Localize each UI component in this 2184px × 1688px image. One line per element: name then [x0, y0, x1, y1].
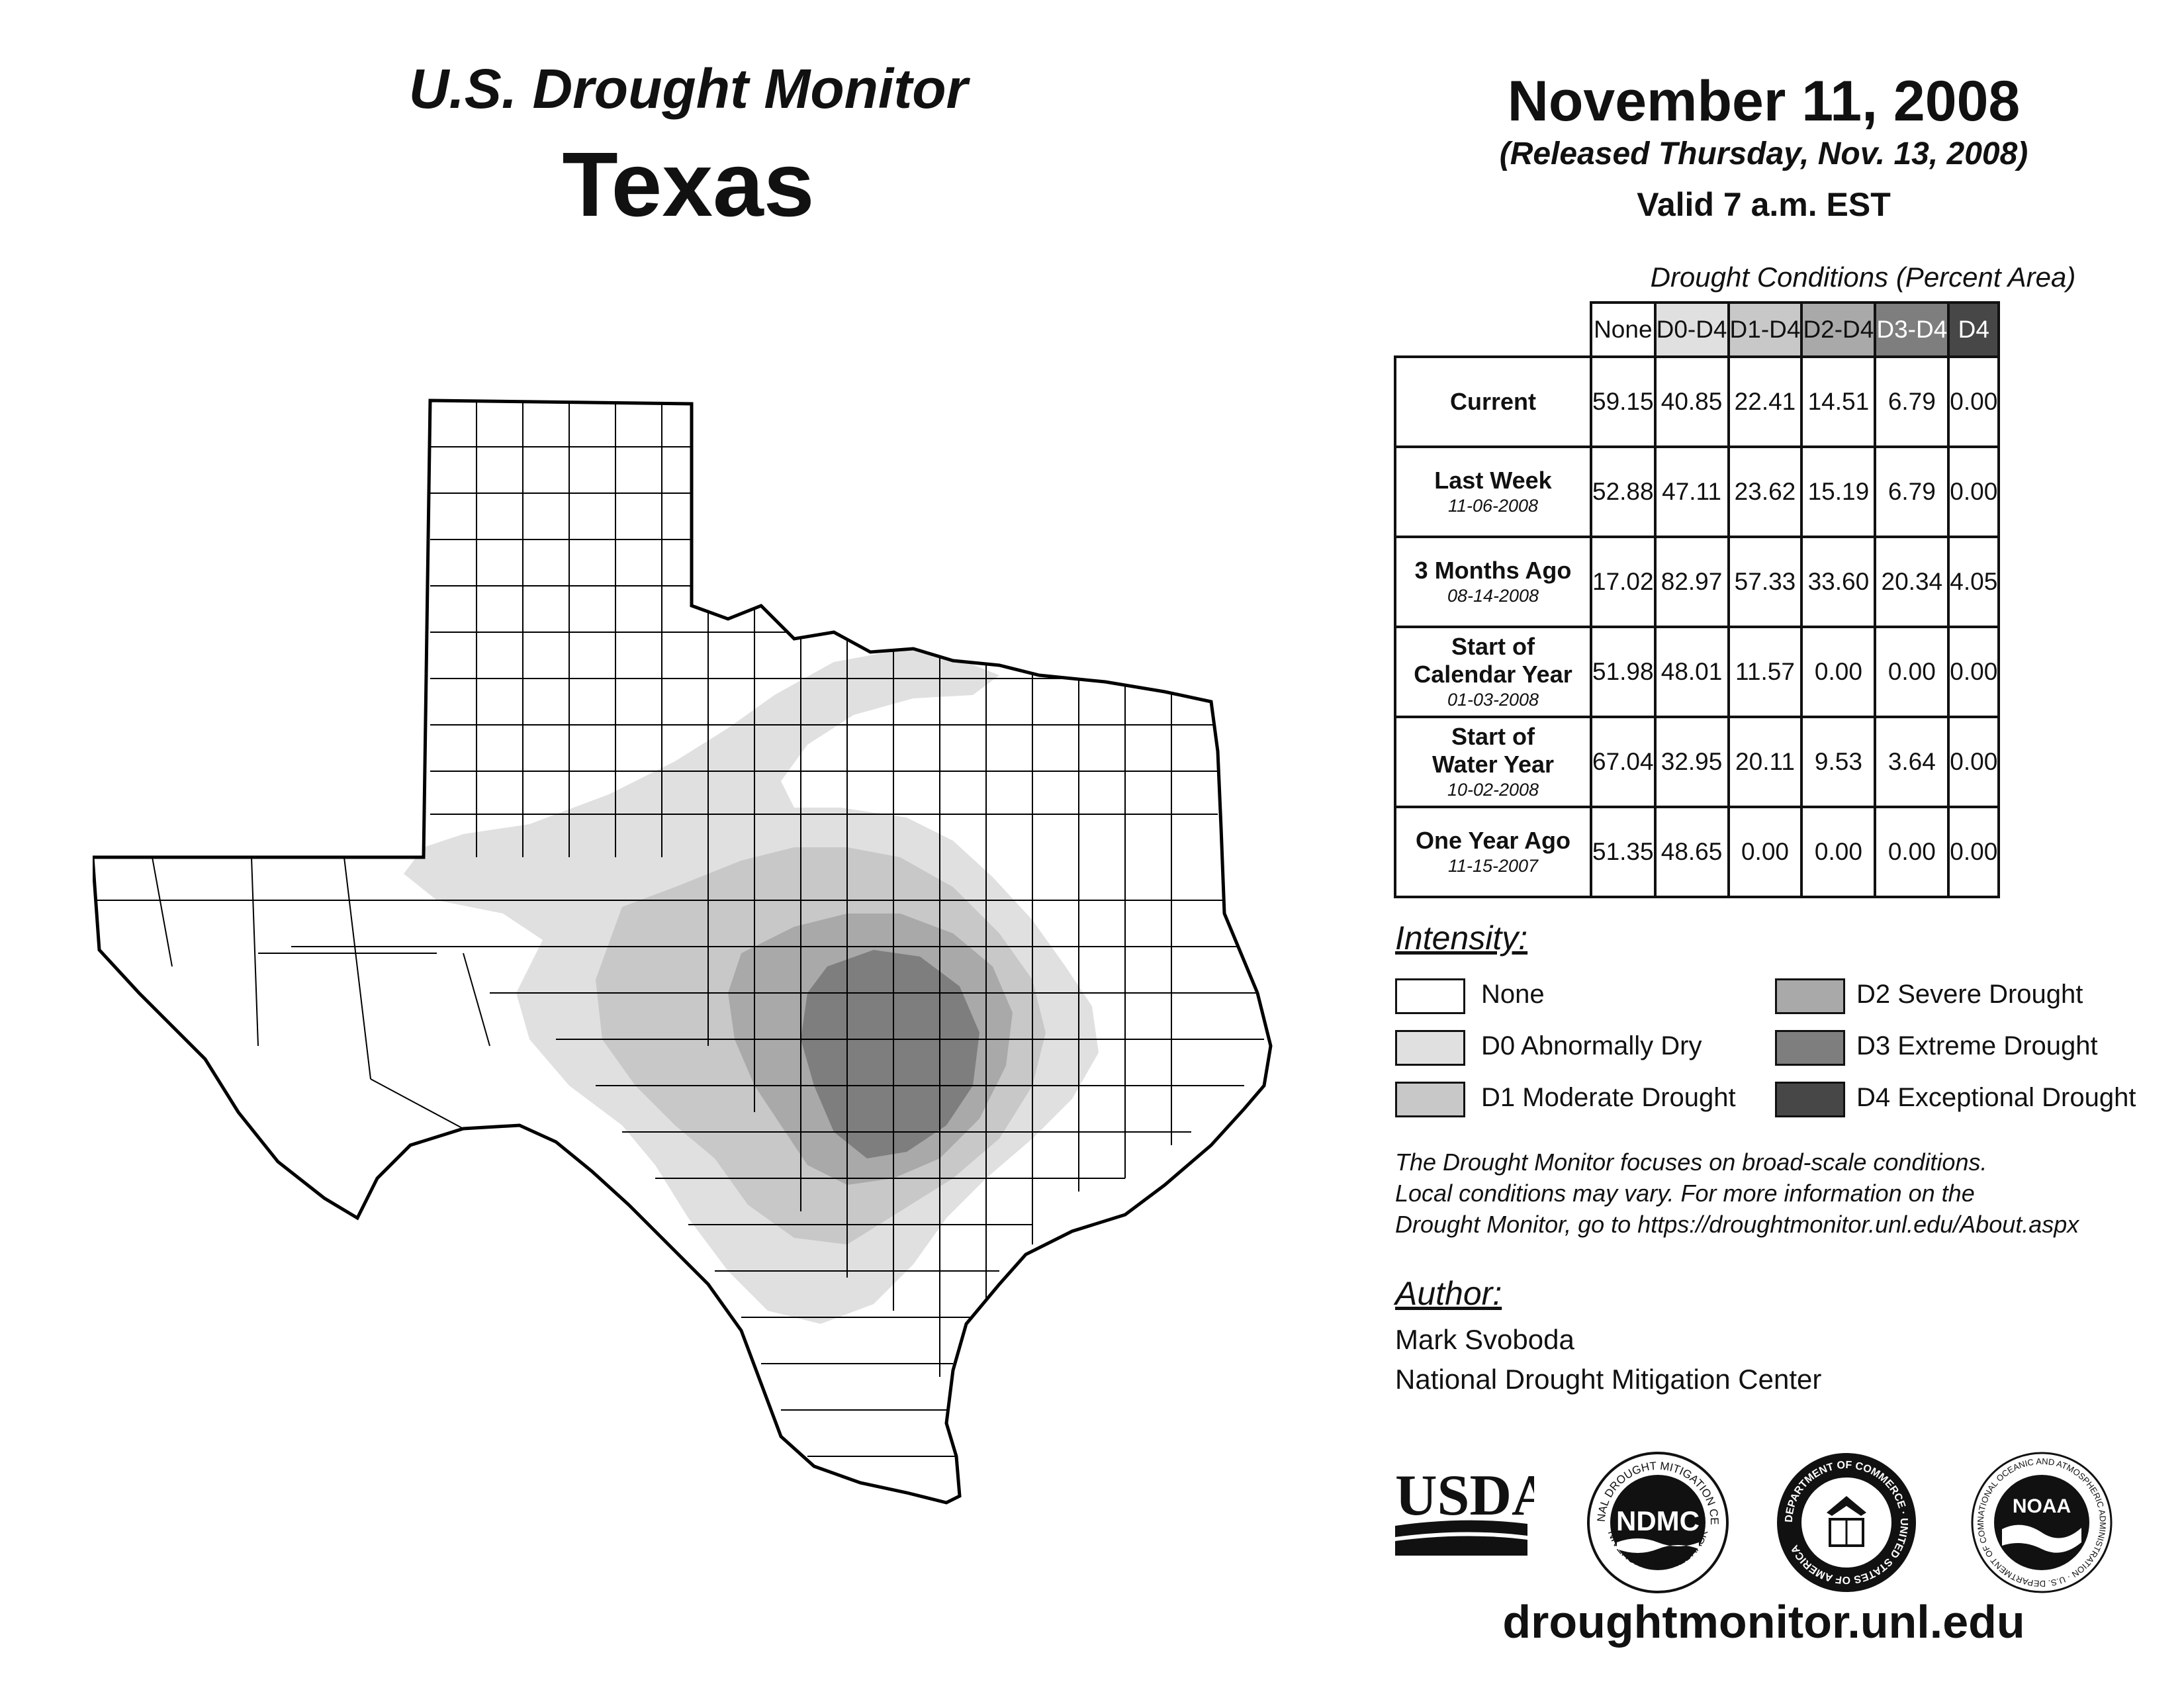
table-cell: 82.97: [1653, 536, 1730, 628]
legend-swatch-d1: [1395, 1082, 1465, 1117]
row-label-start-of-calendar-year: Start of Calendar Year 01-03-2008: [1394, 626, 1592, 718]
valid-date: November 11, 2008: [1507, 70, 2021, 133]
table-cell: 0.00: [1947, 716, 2001, 808]
table-cell: 48.65: [1653, 806, 1730, 898]
table-cell: 4.05: [1947, 536, 2001, 628]
header-d1-d4: D1-D4: [1727, 301, 1803, 358]
note-line: The Drought Monitor focuses on broad-sca…: [1395, 1149, 1987, 1176]
row-label-one-year-ago: One Year Ago 11-15-2007: [1394, 806, 1592, 898]
table-row: Start of Calendar Year 01-03-2008 51.98 48.…: [1394, 626, 2001, 718]
table-cell: 0.00: [1874, 806, 1950, 898]
header-none: None: [1590, 301, 1657, 358]
author-heading: Author:: [1395, 1275, 1502, 1312]
header-d4: D4: [1947, 301, 2001, 358]
table-cell: 51.35: [1590, 806, 1657, 898]
drought-conditions-table: None D0-D4 D1-D4 D2-D4 D3-D4 D4 Current …: [1394, 301, 2001, 898]
note-line: Local conditions may vary. For more info…: [1395, 1180, 1975, 1207]
row-label-3-months-ago: 3 Months Ago 08-14-2008: [1394, 536, 1592, 628]
table-cell: 11.57: [1727, 626, 1803, 718]
table-cell: 6.79: [1874, 355, 1950, 448]
table-row: Current 59.15 40.85 22.41 14.51 6.79 0.00: [1394, 355, 2001, 448]
table-cell: 0.00: [1947, 355, 2001, 448]
table-cell: 0.00: [1947, 806, 2001, 898]
table-cell: 51.98: [1590, 626, 1657, 718]
table-header-row: None D0-D4 D1-D4 D2-D4 D3-D4 D4: [1395, 301, 2001, 358]
table-cell: 0.00: [1727, 806, 1803, 898]
ndmc-logo: NATIONAL DROUGHT MITIGATION CENTER UNIVE…: [1585, 1450, 1729, 1593]
table-cell: 0.00: [1800, 626, 1877, 718]
table-cell: 0.00: [1800, 806, 1877, 898]
state-title: Texas: [562, 134, 815, 236]
table-cell: 52.88: [1590, 445, 1657, 538]
table-row: Start of Water Year 10-02-2008 67.04 32.95 2…: [1394, 716, 2001, 808]
table-cell: 47.11: [1653, 445, 1730, 538]
table-cell: 17.02: [1590, 536, 1657, 628]
legend-label-d1: D1 Moderate Drought: [1481, 1083, 1736, 1112]
legend-label-d0: D0 Abnormally Dry: [1481, 1031, 1702, 1060]
legend-swatch-d3: [1775, 1030, 1845, 1066]
table-cell: 14.51: [1800, 355, 1877, 448]
table-row: 3 Months Ago 08-14-2008 17.02 82.97 57.33 33…: [1394, 536, 2001, 628]
table-cell: 32.95: [1653, 716, 1730, 808]
table-cell: 67.04: [1590, 716, 1657, 808]
legend-label-d4: D4 Exceptional Drought: [1856, 1083, 2136, 1112]
table-caption: Drought Conditions (Percent Area): [1650, 261, 2076, 293]
noaa-logo: NATIONAL OCEANIC AND ATMOSPHERIC ADMINIS…: [1969, 1450, 2113, 1593]
legend-swatch-d2: [1775, 978, 1845, 1014]
header-d0-d4: D0-D4: [1653, 301, 1730, 358]
table-cell: 20.34: [1874, 536, 1950, 628]
table-cell: 9.53: [1800, 716, 1877, 808]
table-cell: 0.00: [1947, 445, 2001, 538]
table-cell: 59.15: [1590, 355, 1657, 448]
noaa-logo-text: NOAA: [2013, 1495, 2071, 1517]
usda-logo: USDA: [1395, 1464, 1534, 1556]
legend-swatch-d4: [1775, 1082, 1845, 1117]
texas-outline: [93, 399, 1273, 1505]
website-url: droughtmonitor.unl.edu: [1502, 1596, 2025, 1648]
table-row: Last Week 11-06-2008 52.88 47.11 23.62 15.19…: [1394, 445, 2001, 538]
table-cell: 3.64: [1874, 716, 1950, 808]
header-d2-d4: D2-D4: [1800, 301, 1877, 358]
table-cell: 20.11: [1727, 716, 1803, 808]
row-label-current: Current: [1394, 355, 1592, 448]
note-line: Drought Monitor, go to https://droughtmo…: [1395, 1211, 2079, 1238]
legend-title: Intensity:: [1395, 919, 1528, 957]
map-title: U.S. Drought Monitor: [408, 58, 968, 120]
table-cell: 6.79: [1874, 445, 1950, 538]
legend-label-none: None: [1481, 980, 1545, 1009]
table-cell: 48.01: [1653, 626, 1730, 718]
table-cell: 22.41: [1727, 355, 1803, 448]
drought-shading: [93, 400, 1271, 1503]
legend-swatch-d0: [1395, 1030, 1465, 1066]
legend-swatch-none: [1395, 978, 1465, 1014]
header-blank: [1395, 303, 1591, 358]
table-cell: 0.00: [1947, 626, 2001, 718]
table-cell: 40.85: [1653, 355, 1730, 448]
doc-seal-logo: DEPARTMENT OF COMMERCE · UNITED STATES O…: [1777, 1453, 1916, 1592]
table-cell: 57.33: [1727, 536, 1803, 628]
table-cell: 0.00: [1874, 626, 1950, 718]
d3-region: [801, 950, 979, 1158]
release-date: (Released Thursday, Nov. 13, 2008): [1499, 136, 2028, 171]
table-cell: 15.19: [1800, 445, 1877, 538]
author-name: Mark Svoboda: [1395, 1324, 1574, 1355]
ndmc-logo-text: NDMC: [1616, 1505, 1700, 1536]
row-label-start-of-water-year: Start of Water Year 10-02-2008: [1394, 716, 1592, 808]
usda-logo-text: USDA: [1395, 1464, 1534, 1528]
author-organization: National Drought Mitigation Center: [1395, 1364, 1822, 1395]
header-d3-d4: D3-D4: [1874, 301, 1950, 358]
table-cell: 23.62: [1727, 445, 1803, 538]
table-row: One Year Ago 11-15-2007 51.35 48.65 0.00 0.0…: [1394, 806, 2001, 898]
row-label-last-week: Last Week 11-06-2008: [1394, 445, 1592, 538]
disclaimer-note: The Drought Monitor focuses on broad-sca…: [1395, 1147, 2184, 1240]
legend-label-d3: D3 Extreme Drought: [1856, 1031, 2098, 1060]
texas-drought-map: [93, 399, 1273, 1505]
legend-label-d2: D2 Severe Drought: [1856, 980, 2083, 1009]
table-cell: 33.60: [1800, 536, 1877, 628]
valid-time: Valid 7 a.m. EST: [1637, 186, 1891, 223]
